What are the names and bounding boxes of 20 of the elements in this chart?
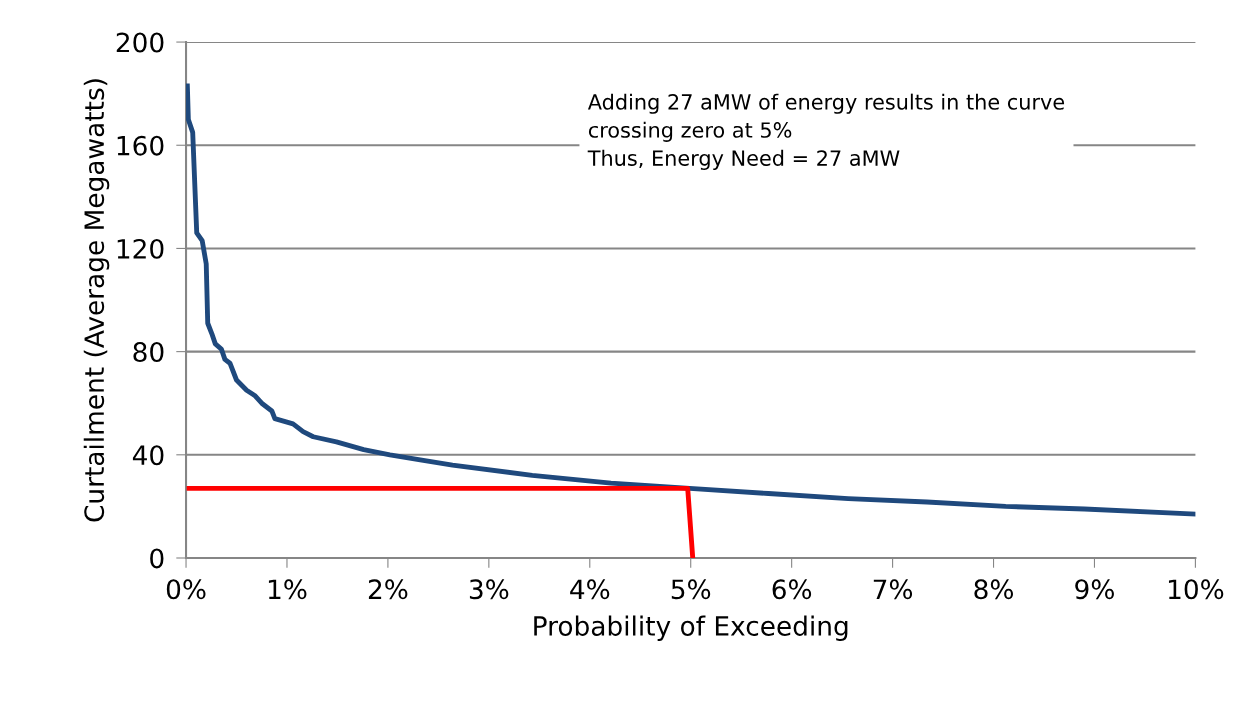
y-tick-label: 0 <box>150 548 164 569</box>
x-tick-label: 9% <box>1075 579 1114 600</box>
y-tick-label: 200 <box>116 32 164 53</box>
x-tick-label: 1% <box>268 579 307 600</box>
x-tick-label: 5% <box>671 579 711 600</box>
y-tick-label: 160 <box>117 135 164 156</box>
x-tick-label: 0% <box>166 579 206 600</box>
x-tick-label: 6% <box>772 579 812 600</box>
y-tick-label: 120 <box>117 238 164 259</box>
x-tick-label: 3% <box>469 579 509 600</box>
x-tick-label: 4% <box>570 579 610 600</box>
x-tick-label: 7% <box>873 579 913 600</box>
x-tick-label: 10% <box>1168 579 1224 600</box>
x-axis-title: Probability of Exceeding <box>534 615 848 642</box>
y-tick-label: 80 <box>133 342 164 363</box>
y-axis-title: Curtailment (Average Megawatts) <box>83 79 110 522</box>
x-tick-label: 2% <box>368 579 408 600</box>
annotation: Adding 27 aMW of energy results in the curve crossing zero at 5% Thus, Energy Need = 27 aMW <box>587 93 1065 170</box>
x-tick-label: 8% <box>974 579 1014 600</box>
y-tick-label: 40 <box>132 445 164 466</box>
